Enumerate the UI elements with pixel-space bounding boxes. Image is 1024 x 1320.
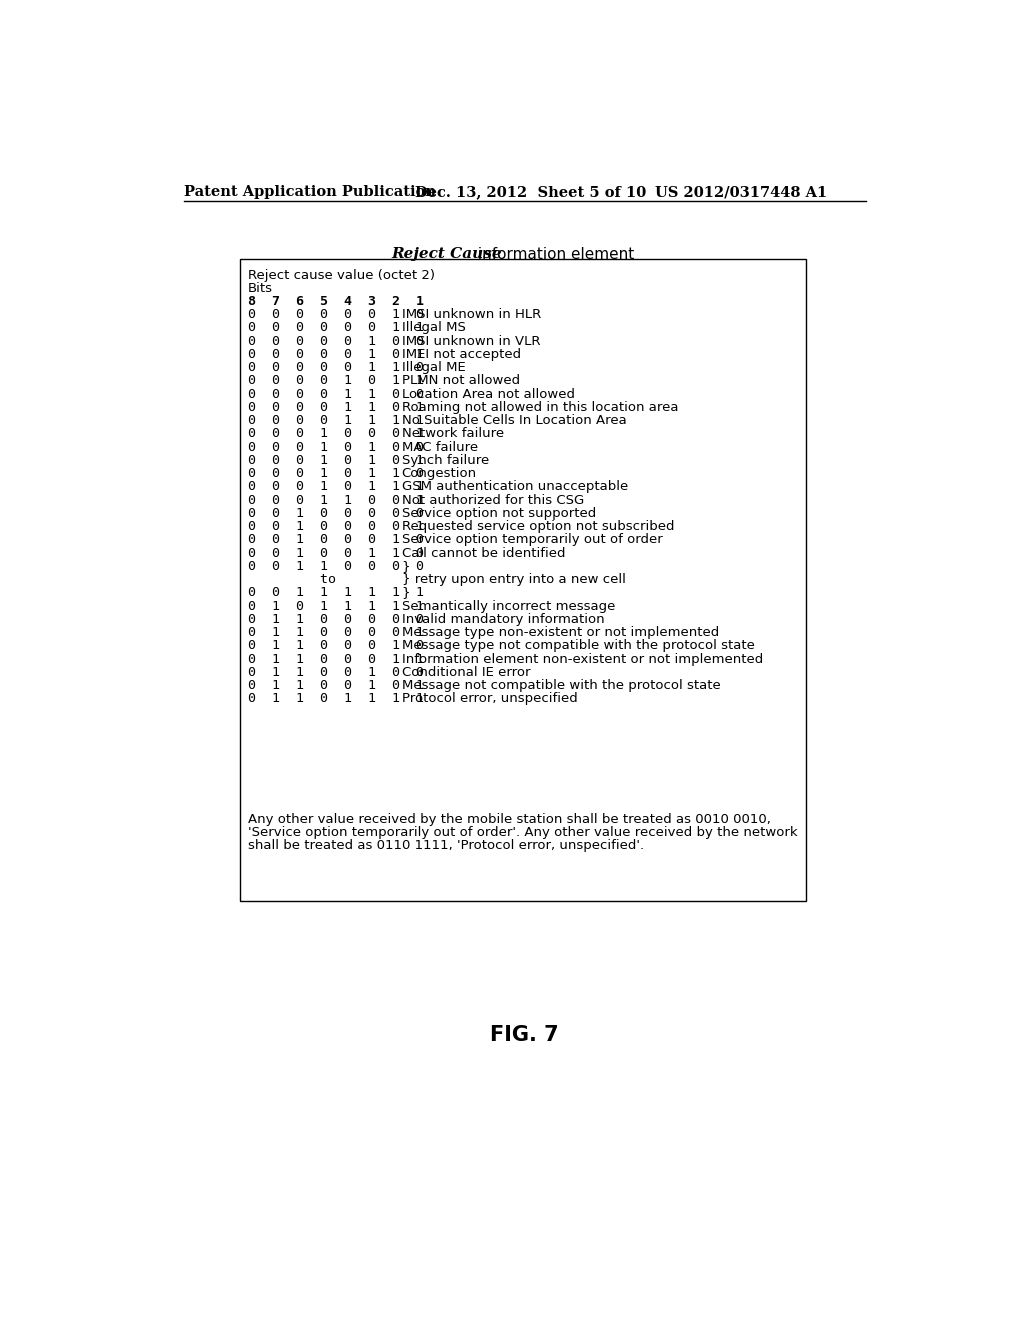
Text: No Suitable Cells In Location Area: No Suitable Cells In Location Area xyxy=(401,414,627,428)
Text: Synch failure: Synch failure xyxy=(401,454,488,467)
Text: 0  0  0  0  0  1  0  1: 0 0 0 0 0 1 0 1 xyxy=(248,348,424,360)
Text: 0  0  0  0  0  1  0  0: 0 0 0 0 0 1 0 0 xyxy=(248,335,424,347)
Text: information element: information element xyxy=(473,247,634,261)
Text: Reject Cause: Reject Cause xyxy=(391,247,502,261)
Text: 0  0  0  0  0  1  1  0: 0 0 0 0 0 1 1 0 xyxy=(248,362,424,374)
Text: 0  1  1  0  0  1  0  0: 0 1 1 0 0 1 0 0 xyxy=(248,665,424,678)
Text: Message type not compatible with the protocol state: Message type not compatible with the pro… xyxy=(401,639,755,652)
Text: 'Service option temporarily out of order'. Any other value received by the netwo: 'Service option temporarily out of order… xyxy=(248,826,798,840)
Text: Semantically incorrect message: Semantically incorrect message xyxy=(401,599,615,612)
Text: Protocol error, unspecified: Protocol error, unspecified xyxy=(401,692,578,705)
Text: 0  1  1  0  0  1  0  1: 0 1 1 0 0 1 0 1 xyxy=(248,678,424,692)
Text: 0  0  0  1  0  1  1  1: 0 0 0 1 0 1 1 1 xyxy=(248,480,424,494)
Text: 0  0  1  1  1  1  1  1: 0 0 1 1 1 1 1 1 xyxy=(248,586,424,599)
Text: 0  0  0  1  1  0  0  1: 0 0 0 1 1 0 0 1 xyxy=(248,494,424,507)
Text: 0  1  1  0  0  0  1  1: 0 1 1 0 0 0 1 1 xyxy=(248,652,424,665)
Text: 0  0  0  1  0  1  1  0: 0 0 0 1 0 1 1 0 xyxy=(248,467,424,480)
Text: 0  0  0  1  0  1  0  0: 0 0 0 1 0 1 0 0 xyxy=(248,441,424,454)
Text: 8  7  6  5  4  3  2  1: 8 7 6 5 4 3 2 1 xyxy=(248,294,424,308)
Text: 0  1  1  0  0  0  0  0: 0 1 1 0 0 0 0 0 xyxy=(248,612,424,626)
Text: Network failure: Network failure xyxy=(401,428,504,441)
Text: IMSI unknown in VLR: IMSI unknown in VLR xyxy=(401,335,540,347)
Text: IMEI not accepted: IMEI not accepted xyxy=(401,348,520,360)
Text: Service option temporarily out of order: Service option temporarily out of order xyxy=(401,533,663,546)
Text: Information element non-existent or not implemented: Information element non-existent or not … xyxy=(401,652,763,665)
Text: GSM authentication unacceptable: GSM authentication unacceptable xyxy=(401,480,628,494)
Text: Congestion: Congestion xyxy=(401,467,477,480)
Text: 0  0  0  0  1  0  1  1: 0 0 0 0 1 0 1 1 xyxy=(248,375,424,388)
Text: 0  0  0  1  0  0  0  1: 0 0 0 1 0 0 0 1 xyxy=(248,428,424,441)
Text: Not authorized for this CSG: Not authorized for this CSG xyxy=(401,494,584,507)
Text: 0  0  0  0  1  1  1  1: 0 0 0 0 1 1 1 1 xyxy=(248,414,424,428)
Text: FIG. 7: FIG. 7 xyxy=(490,1024,559,1044)
Text: Roaming not allowed in this location area: Roaming not allowed in this location are… xyxy=(401,401,678,414)
Text: MAC failure: MAC failure xyxy=(401,441,478,454)
Text: Location Area not allowed: Location Area not allowed xyxy=(401,388,574,401)
Text: Any other value received by the mobile station shall be treated as 0010 0010,: Any other value received by the mobile s… xyxy=(248,813,771,826)
Text: IMSI unknown in HLR: IMSI unknown in HLR xyxy=(401,309,541,321)
Text: Bits: Bits xyxy=(248,281,273,294)
Text: Invalid mandatory information: Invalid mandatory information xyxy=(401,612,604,626)
Text: }: } xyxy=(401,560,410,573)
Text: PLMN not allowed: PLMN not allowed xyxy=(401,375,520,388)
Text: 0  1  0  1  1  1  1  1: 0 1 0 1 1 1 1 1 xyxy=(248,599,424,612)
Text: shall be treated as 0110 1111, 'Protocol error, unspecified'.: shall be treated as 0110 1111, 'Protocol… xyxy=(248,840,644,853)
Text: Conditional IE error: Conditional IE error xyxy=(401,665,530,678)
Text: Message not compatible with the protocol state: Message not compatible with the protocol… xyxy=(401,678,720,692)
Text: Illegal ME: Illegal ME xyxy=(401,362,465,374)
Text: Reject cause value (octet 2): Reject cause value (octet 2) xyxy=(248,268,435,281)
Bar xyxy=(241,259,806,902)
Text: Patent Application Publication: Patent Application Publication xyxy=(183,185,436,199)
Text: 0  0  1  1  0  0  0  0: 0 0 1 1 0 0 0 0 xyxy=(248,560,424,573)
Text: Illegal MS: Illegal MS xyxy=(401,322,466,334)
Text: 0  0  0  1  0  1  0  1: 0 0 0 1 0 1 0 1 xyxy=(248,454,424,467)
Text: to: to xyxy=(248,573,336,586)
Text: Message type non-existent or not implemented: Message type non-existent or not impleme… xyxy=(401,626,719,639)
Text: 0  0  0  0  1  1  0  1: 0 0 0 0 1 1 0 1 xyxy=(248,401,424,414)
Text: 0  0  1  0  0  0  1  0: 0 0 1 0 0 0 1 0 xyxy=(248,533,424,546)
Text: Service option not supported: Service option not supported xyxy=(401,507,596,520)
Text: 0  0  0  0  0  0  1  1: 0 0 0 0 0 0 1 1 xyxy=(248,322,424,334)
Text: Call cannot be identified: Call cannot be identified xyxy=(401,546,565,560)
Text: 0  0  0  0  0  0  1  0: 0 0 0 0 0 0 1 0 xyxy=(248,309,424,321)
Text: 0  0  1  0  0  1  1  0: 0 0 1 0 0 1 1 0 xyxy=(248,546,424,560)
Text: Requested service option not subscribed: Requested service option not subscribed xyxy=(401,520,674,533)
Text: 0  1  1  0  0  0  0  1: 0 1 1 0 0 0 0 1 xyxy=(248,626,424,639)
Text: 0  0  0  0  1  1  0  0: 0 0 0 0 1 1 0 0 xyxy=(248,388,424,401)
Text: 0  0  1  0  0  0  0  0: 0 0 1 0 0 0 0 0 xyxy=(248,507,424,520)
Text: 0  1  1  0  0  0  1  0: 0 1 1 0 0 0 1 0 xyxy=(248,639,424,652)
Text: 0  0  1  0  0  0  0  1: 0 0 1 0 0 0 0 1 xyxy=(248,520,424,533)
Text: } retry upon entry into a new cell: } retry upon entry into a new cell xyxy=(401,573,626,586)
Text: US 2012/0317448 A1: US 2012/0317448 A1 xyxy=(655,185,827,199)
Text: }: } xyxy=(401,586,410,599)
Text: 0  1  1  0  1  1  1  1: 0 1 1 0 1 1 1 1 xyxy=(248,692,424,705)
Text: Dec. 13, 2012  Sheet 5 of 10: Dec. 13, 2012 Sheet 5 of 10 xyxy=(415,185,646,199)
